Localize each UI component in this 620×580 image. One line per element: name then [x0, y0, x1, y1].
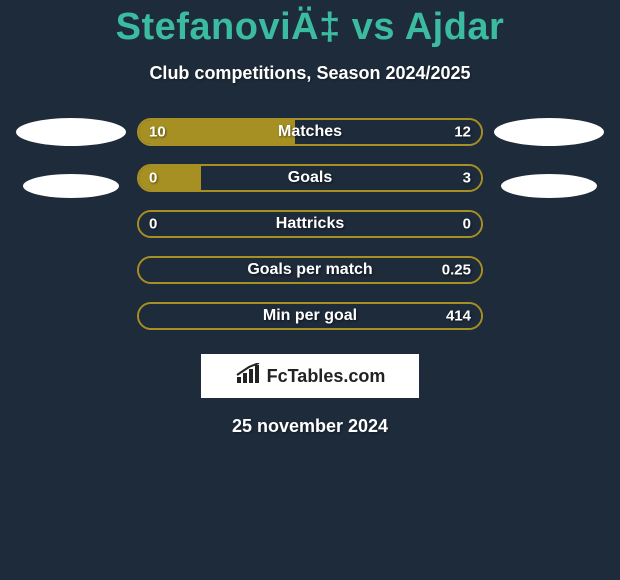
bar-value-right: 0.25	[442, 262, 471, 279]
page-title: StefanoviÄ‡ vs Ajdar	[116, 6, 505, 49]
bar-value-right: 3	[463, 170, 471, 187]
left-ellipse-2	[23, 174, 119, 198]
page-subtitle: Club competitions, Season 2024/2025	[149, 63, 470, 84]
chart-icon	[235, 363, 261, 390]
comparison-infographic: StefanoviÄ‡ vs Ajdar Club competitions, …	[0, 0, 620, 580]
brand-text: FcTables.com	[267, 366, 386, 387]
bar-value-right: 414	[446, 308, 471, 325]
stat-bar-row: Goals per match 0.25	[137, 256, 483, 284]
bar-fill-right	[201, 166, 481, 190]
bar-value-left: 10	[149, 124, 166, 141]
left-ellipse-1	[16, 118, 126, 146]
left-player-col	[11, 118, 131, 198]
bar-value-right: 12	[454, 124, 471, 141]
bar-label: Min per goal	[263, 307, 357, 325]
right-ellipse-1	[494, 118, 604, 146]
stat-bars: Matches 10 12 Goals 0 3 Hattricks 0 0 Goals per m…	[137, 118, 483, 330]
bar-label: Goals per match	[247, 261, 372, 279]
bar-label: Matches	[278, 123, 342, 141]
stat-bar-row: Min per goal 414	[137, 302, 483, 330]
stat-bar-row: Hattricks 0 0	[137, 210, 483, 238]
bar-value-left: 0	[149, 170, 157, 187]
bar-value-left: 0	[149, 216, 157, 233]
stat-bar-row: Goals 0 3	[137, 164, 483, 192]
brand-box: FcTables.com	[201, 354, 419, 398]
right-player-col	[489, 118, 609, 198]
bar-label: Goals	[288, 169, 332, 187]
stat-bar-row: Matches 10 12	[137, 118, 483, 146]
bar-value-right: 0	[463, 216, 471, 233]
date-line: 25 november 2024	[232, 416, 388, 437]
content-row: Matches 10 12 Goals 0 3 Hattricks 0 0 Goals per m…	[0, 118, 620, 330]
right-ellipse-2	[501, 174, 597, 198]
bar-label: Hattricks	[276, 215, 344, 233]
